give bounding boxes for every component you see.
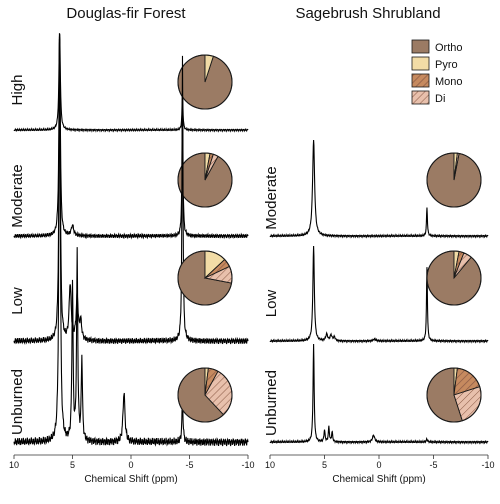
row-label: Low: [9, 287, 26, 315]
row-unburned: Unburned: [9, 42, 249, 447]
spectrum-line: [13, 39, 249, 345]
x-axis-title: Chemical Shift (ppm): [332, 474, 425, 485]
x-tick-label: -5: [429, 460, 437, 470]
row-label: Unburned: [263, 370, 280, 436]
legend-label-pyro: Pyro: [435, 59, 458, 71]
panel-title: Sagebrush Shrubland: [295, 5, 440, 22]
x-axis: 10 5 0 -5 -10 Chemical Shift (ppm): [265, 454, 495, 485]
legend-label-di: Di: [435, 93, 445, 105]
x-tick-label: 0: [128, 460, 133, 470]
panel-title: Douglas-fir Forest: [66, 5, 186, 22]
row-high: High: [9, 33, 249, 133]
row-unburned: Unburned: [263, 343, 489, 445]
panel-douglas-fir: Douglas-fir Forest High Moderate Low Unburne…: [9, 5, 255, 485]
row-label: Unburned: [9, 369, 26, 435]
legend-label-ortho: Ortho: [435, 42, 463, 54]
legend-swatch-di: [411, 90, 430, 105]
x-tick-label: -10: [481, 460, 494, 470]
spectrum-line: [13, 36, 249, 240]
spectrum-line: [13, 42, 249, 447]
x-axis-title: Chemical Shift (ppm): [84, 474, 177, 485]
row-label: Low: [263, 290, 280, 318]
pie-outline: [177, 367, 233, 423]
spectrum-line: [13, 33, 249, 133]
legend: Ortho Pyro Mono Di: [411, 39, 463, 105]
row-label: High: [9, 75, 26, 106]
x-tick-label: 10: [265, 460, 275, 470]
legend-swatch-pyro: [411, 56, 430, 71]
x-tick-label: 10: [9, 460, 19, 470]
legend-swatch-mono: [411, 73, 430, 88]
pie-outline: [177, 54, 233, 110]
spectrum-line: [269, 139, 489, 239]
spectrum-line: [269, 343, 489, 445]
spectrum-line: [269, 245, 489, 344]
x-tick-label: 5: [322, 460, 327, 470]
pie-outline: [426, 250, 482, 306]
panel-sagebrush: Sagebrush Shrubland Moderate Low Unburned 10…: [263, 5, 495, 485]
row-label: Moderate: [263, 166, 280, 229]
pie-outline: [426, 152, 482, 208]
pie-outline: [177, 152, 233, 208]
x-tick-label: -5: [185, 460, 193, 470]
row-low: Low: [9, 39, 249, 345]
x-axis: 10 5 0 -5 -10 Chemical Shift (ppm): [9, 454, 255, 485]
row-low: Low: [263, 245, 489, 344]
pie-outline: [177, 250, 233, 306]
x-tick-label: 5: [70, 460, 75, 470]
legend-swatch-ortho: [411, 39, 430, 54]
row-moderate: Moderate: [9, 36, 249, 240]
x-tick-label: -10: [241, 460, 254, 470]
row-moderate: Moderate: [263, 139, 489, 239]
row-label: Moderate: [9, 164, 26, 227]
pie-outline: [426, 367, 482, 423]
x-tick-label: 0: [376, 460, 381, 470]
legend-label-mono: Mono: [435, 76, 463, 88]
